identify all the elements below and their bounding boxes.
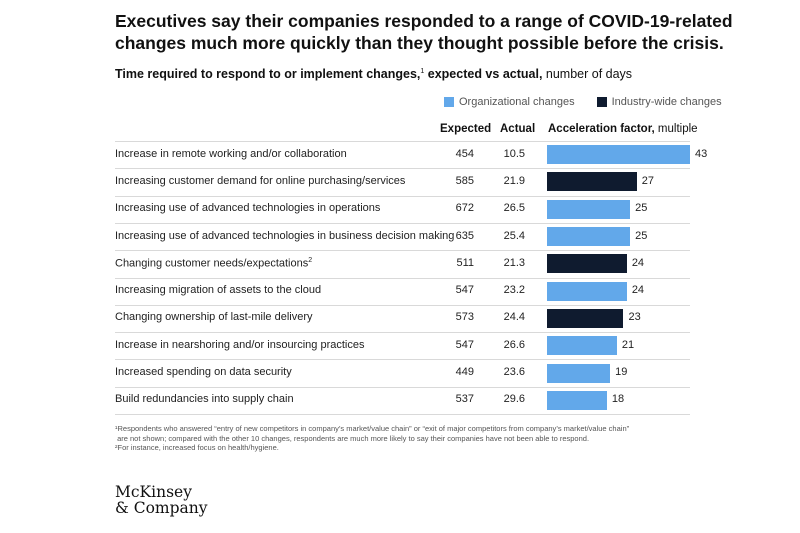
- subtitle-units: number of days: [542, 67, 633, 81]
- row-label: Increase in nearshoring and/or insourcin…: [115, 339, 364, 351]
- subtitle-bold-2: expected vs actual,: [424, 67, 543, 81]
- actual-value: 23.6: [503, 366, 525, 379]
- footnotes: ¹Respondents who answered “entry of new …: [115, 424, 715, 453]
- actual-value: 29.6: [503, 393, 525, 406]
- expected-value: 573: [455, 311, 474, 324]
- acceleration-value: 27: [641, 174, 655, 187]
- row-label-footnote-mark: 2: [308, 256, 313, 264]
- row-label-text: Increasing migration of assets to the cl…: [115, 284, 322, 297]
- row-label-text: Increasing use of advanced technologies …: [115, 229, 455, 242]
- actual-value: 10.5: [503, 147, 525, 160]
- row-divider: [115, 414, 690, 415]
- actual-value: 24.4: [503, 311, 525, 324]
- row-divider: [115, 222, 690, 224]
- acceleration-bar: [547, 308, 624, 328]
- row-divider: [115, 332, 690, 334]
- subtitle-footnote-mark: 1: [420, 67, 425, 75]
- header-acceleration-units: multiple: [654, 123, 698, 135]
- acceleration-value: 18: [611, 393, 625, 406]
- row-label: Increase in remote working and/or collab…: [115, 148, 347, 160]
- acceleration-bar: [547, 254, 627, 274]
- legend: Organizational changes Industry-wide cha…: [444, 96, 744, 108]
- row-label-text: Increase in nearshoring and/or insourcin…: [115, 338, 365, 351]
- row-label-text: Changing customer needs/expectations: [115, 257, 309, 270]
- acceleration-value: 43: [695, 147, 708, 160]
- actual-value: 26.6: [503, 338, 525, 351]
- header-acceleration: Acceleration factor, multiple: [548, 123, 698, 135]
- acceleration-bar: [547, 199, 631, 219]
- row-label-text: Build redundancies into supply chain: [115, 393, 294, 406]
- legend-item-org: Organizational changes: [444, 96, 575, 108]
- row-label: Changing customer needs/expectations2: [115, 257, 312, 270]
- actual-value: 25.4: [503, 229, 525, 242]
- legend-label-industry: Industry-wide changes: [611, 96, 722, 108]
- row-divider-top: [115, 141, 690, 142]
- row-divider: [115, 359, 690, 361]
- expected-value: 585: [455, 174, 474, 187]
- acceleration-bar: [547, 281, 627, 301]
- subtitle-bold: Time required to respond to or implement…: [115, 67, 421, 81]
- header-acceleration-bold: Acceleration factor,: [548, 123, 655, 135]
- expected-value: 635: [455, 229, 474, 242]
- footnote-2: ²For instance, increased focus on health…: [115, 443, 279, 452]
- row-label: Increasing use of advanced technologies …: [115, 230, 454, 242]
- row-label-text: Increased spending on data security: [115, 366, 292, 379]
- legend-swatch-org: [444, 97, 454, 107]
- acceleration-value: 23: [628, 311, 641, 324]
- actual-value: 23.2: [503, 284, 525, 297]
- logo-line-1: McKinsey: [115, 483, 192, 501]
- row-divider: [115, 304, 690, 306]
- acceleration-bar: [547, 363, 611, 383]
- mckinsey-logo: McKinsey & Company: [115, 484, 208, 516]
- row-divider: [115, 168, 690, 170]
- row-label: Changing ownership of last-mile delivery: [115, 311, 312, 323]
- acceleration-bar: [547, 172, 637, 192]
- row-divider: [115, 250, 690, 252]
- actual-value: 21.9: [503, 174, 525, 187]
- footnote-1: ¹Respondents who answered “entry of new …: [115, 424, 630, 433]
- acceleration-value: 24: [631, 256, 645, 269]
- legend-item-industry: Industry-wide changes: [596, 96, 722, 108]
- row-divider: [115, 277, 690, 279]
- acceleration-bar: [547, 336, 617, 356]
- expected-value: 672: [455, 202, 474, 215]
- row-divider: [115, 386, 690, 388]
- expected-value: 547: [455, 338, 474, 351]
- row-label: Increasing customer demand for online pu…: [115, 175, 405, 187]
- expected-value: 537: [455, 393, 474, 406]
- row-label: Increasing use of advanced technologies …: [115, 202, 380, 214]
- row-label-text: Changing ownership of last-mile delivery: [115, 311, 313, 324]
- actual-value: 21.3: [503, 256, 525, 269]
- acceleration-value: 24: [631, 284, 645, 297]
- actual-value: 26.5: [503, 202, 525, 215]
- acceleration-value: 25: [635, 229, 648, 242]
- acceleration-value: 25: [635, 202, 648, 215]
- expected-value: 449: [455, 366, 474, 379]
- row-label-text: Increase in remote working and/or collab…: [115, 147, 347, 160]
- legend-label-org: Organizational changes: [459, 96, 575, 108]
- chart-title: Executives say their companies responded…: [115, 11, 733, 53]
- acceleration-value: 21: [621, 338, 635, 351]
- row-label: Increased spending on data security: [115, 366, 292, 378]
- row-label: Increasing migration of assets to the cl…: [115, 284, 321, 296]
- row-label: Build redundancies into supply chain: [115, 393, 294, 405]
- row-label-text: Increasing use of advanced technologies …: [115, 202, 381, 215]
- acceleration-bar: [547, 227, 631, 247]
- row-divider: [115, 195, 690, 197]
- chart-subtitle: Time required to respond to or implement…: [115, 67, 632, 81]
- footnote-1-cont: are not shown; compared with the other 1…: [115, 433, 590, 443]
- expected-value: 511: [456, 256, 474, 269]
- legend-swatch-industry: [596, 97, 607, 107]
- header-actual: Actual: [500, 123, 536, 135]
- header-expected: Expected: [440, 123, 492, 135]
- acceleration-value: 19: [615, 366, 628, 379]
- expected-value: 454: [455, 147, 474, 160]
- acceleration-bar: [547, 390, 607, 410]
- expected-value: 547: [455, 284, 474, 297]
- acceleration-bar: [547, 145, 690, 165]
- row-label-text: Increasing customer demand for online pu…: [115, 174, 406, 187]
- logo-line-2: & Company: [115, 499, 208, 517]
